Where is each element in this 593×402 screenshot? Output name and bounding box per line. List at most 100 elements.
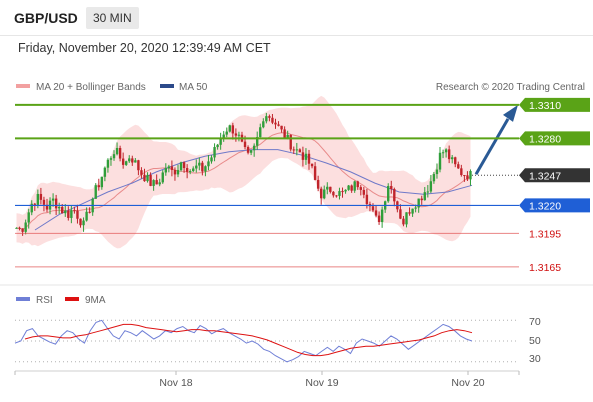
candle-body xyxy=(304,153,308,160)
legend-label-9ma: 9MA xyxy=(85,295,106,306)
candle-body xyxy=(359,187,362,190)
candle-body xyxy=(329,186,332,192)
candle-body xyxy=(414,207,417,209)
support-label: 1.3165 xyxy=(529,262,561,274)
candle-body xyxy=(387,186,390,202)
candle-body xyxy=(469,171,472,180)
candle-body xyxy=(125,161,128,165)
candle-body xyxy=(447,149,451,160)
credit-text: Research © 2020 Trading Central xyxy=(436,82,585,93)
candle-body xyxy=(121,158,125,165)
candle-body xyxy=(201,162,204,172)
candle-body xyxy=(146,174,149,182)
candle-body xyxy=(362,189,366,195)
candle-body xyxy=(298,149,302,153)
resistance-label: 1.3280 xyxy=(529,133,561,145)
candle-body xyxy=(88,211,91,213)
candle-body xyxy=(377,215,381,223)
candle-body xyxy=(277,124,280,126)
candle-body xyxy=(82,220,85,226)
candle-body xyxy=(262,121,265,128)
candle-body xyxy=(188,171,192,173)
bollinger-band xyxy=(16,95,471,249)
candle-body xyxy=(161,172,164,183)
candle-body xyxy=(371,206,375,211)
main-legend: MA 20 + Bollinger Bands MA 50 Research ©… xyxy=(16,82,585,93)
candle-body xyxy=(423,192,426,201)
legend-swatch-rsi xyxy=(16,297,30,301)
legend-label-ma50: MA 50 xyxy=(179,82,208,93)
candle-body xyxy=(21,228,24,232)
chart-header: GBP/USD 30 MIN xyxy=(0,0,593,36)
candle-body xyxy=(444,149,448,153)
candle-body xyxy=(252,145,256,151)
candle-body xyxy=(301,152,305,160)
chart-datetime: Friday, November 20, 2020 12:39:49 AM CE… xyxy=(18,41,271,55)
rsi-plot xyxy=(14,319,519,363)
candle-body xyxy=(432,174,436,182)
candle-body xyxy=(228,125,231,132)
candle-body xyxy=(222,134,225,139)
candle-body xyxy=(344,189,347,192)
candle-body xyxy=(332,191,335,196)
rsi-legend: RSI 9MA xyxy=(16,295,106,306)
candle-body xyxy=(265,116,268,122)
rsi-tick-30: 30 xyxy=(529,353,541,365)
candle-body xyxy=(365,194,369,205)
candle-body xyxy=(399,209,402,219)
candle-body xyxy=(103,167,107,177)
candle-body xyxy=(289,134,292,150)
candle-body xyxy=(408,212,411,214)
rsi-ma-line xyxy=(24,323,473,357)
candle-body xyxy=(350,185,353,191)
candle-body xyxy=(64,210,67,214)
candle-body xyxy=(170,166,174,170)
candle-body xyxy=(286,134,289,139)
candle-body xyxy=(256,137,259,146)
candle-body xyxy=(192,168,195,172)
candle-body xyxy=(454,157,457,165)
rsi-line xyxy=(14,319,473,363)
candle-body xyxy=(42,199,46,205)
candle-body xyxy=(231,125,235,134)
candle-body xyxy=(106,159,110,168)
candle-body xyxy=(280,125,283,130)
candle-body xyxy=(30,203,33,213)
candle-body xyxy=(210,157,213,162)
symbol-title: GBP/USD xyxy=(14,10,78,26)
x-tick-label: Nov 20 xyxy=(451,377,484,389)
candle-body xyxy=(94,185,97,199)
candle-body xyxy=(316,179,320,189)
candle-body xyxy=(347,185,350,190)
candle-body xyxy=(158,182,161,185)
candle-body xyxy=(335,195,338,197)
candle-body xyxy=(27,212,30,223)
candle-body xyxy=(249,150,253,153)
candle-body xyxy=(109,158,113,160)
candle-body xyxy=(405,212,408,225)
candle-body xyxy=(57,206,61,209)
price-plot xyxy=(15,95,518,249)
candle-body xyxy=(438,152,442,170)
candle-body xyxy=(167,166,171,169)
candle-body xyxy=(70,210,73,218)
candle-body xyxy=(182,162,186,169)
candle-body xyxy=(234,133,238,136)
timeframe-badge[interactable]: 30 MIN xyxy=(86,7,139,29)
candle-body xyxy=(463,175,466,177)
candle-body xyxy=(51,198,55,201)
candle-body xyxy=(326,186,329,190)
candle-body xyxy=(97,185,100,188)
current-price-label: 1.3247 xyxy=(529,170,561,182)
candle-body xyxy=(341,191,344,193)
candle-body xyxy=(411,208,414,214)
candle-body xyxy=(115,148,119,155)
candle-body xyxy=(353,181,356,191)
candle-body xyxy=(380,209,384,223)
resistance-badge xyxy=(519,97,590,112)
candle-body xyxy=(195,165,198,169)
candle-body xyxy=(292,149,295,151)
candle-body xyxy=(420,198,423,201)
candle-body xyxy=(61,206,64,214)
candle-body xyxy=(402,218,405,225)
